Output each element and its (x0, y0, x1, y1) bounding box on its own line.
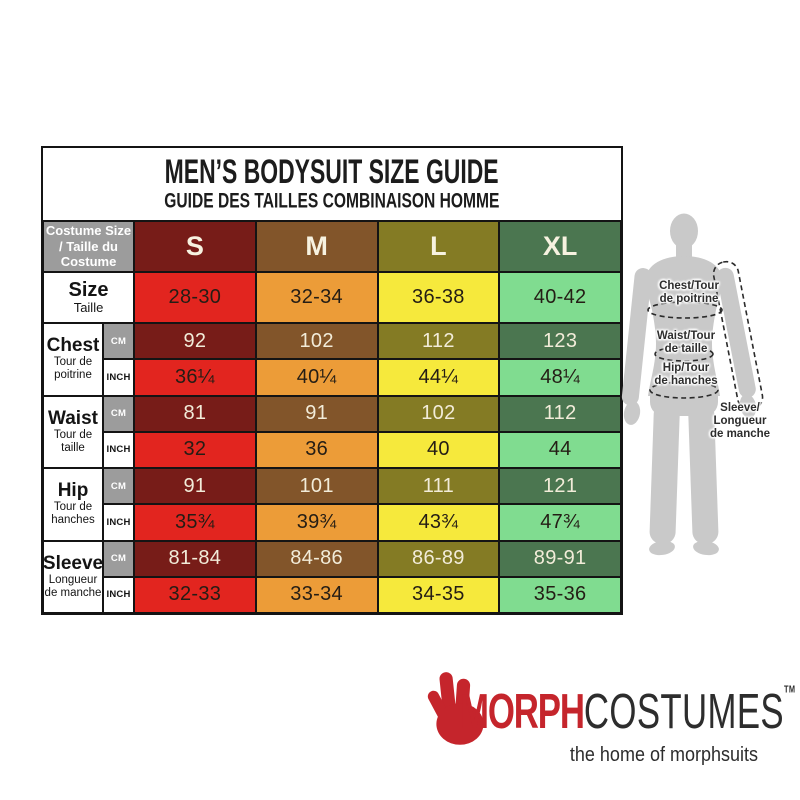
row-label-waist-fr: Tour de taille (53, 428, 93, 454)
sleeve-unit-cm: CM (103, 540, 134, 577)
waist-cm-s: 81 (134, 395, 256, 432)
brand-morph-text: MORPH (460, 683, 585, 739)
column-header-l: L (377, 221, 500, 272)
figure-hip-label: Hip/Tour de hanches (654, 362, 718, 388)
row-label-hip-fr: Tour de hanches (51, 501, 95, 527)
hip-measure-ellipse (649, 381, 719, 399)
chest-inch-xl: 48¼ (499, 359, 621, 396)
row-label-chest-en: Chest (46, 335, 100, 357)
size-value-xl: 40-42 (499, 272, 621, 323)
hip-inch-xl: 47¾ (499, 504, 621, 541)
row-label-hip-en: Hip (57, 480, 89, 502)
hip-cm-s: 91 (134, 468, 256, 505)
column-header-s: S (134, 221, 256, 272)
figure-chest-label: Chest/Tour de poitrine (659, 280, 719, 306)
sleeve-inch-s: 32-33 (134, 576, 256, 613)
row-label-hip: Hip Tour de hanches (43, 468, 103, 541)
hip-inch-l: 43¾ (377, 504, 500, 541)
chest-inch-l: 44¼ (377, 359, 500, 396)
row-label-sleeve-en: Sleeve (43, 552, 103, 574)
sleeve-cm-s: 81-84 (134, 540, 256, 577)
sleeve-cm-l: 86-89 (377, 540, 500, 577)
size-grid: Costume Size / Taille du Costume S M L X… (43, 221, 621, 613)
row-label-chest-fr: Tour de poitrine (53, 356, 93, 382)
sleeve-measure-outline (712, 260, 764, 411)
hip-inch-s: 35¾ (134, 504, 256, 541)
waist-unit-cm: CM (103, 395, 134, 432)
waist-measure-ellipse (654, 346, 714, 362)
waist-inch-l: 40 (377, 431, 500, 468)
figure-waist-label: Waist/Tour de taille (656, 330, 716, 356)
table-title-box: MEN’S BODYSUIT SIZE GUIDE GUIDE DES TAIL… (43, 148, 621, 221)
sleeve-inch-xl: 35-36 (499, 576, 621, 613)
figure-sleeve-label: Sleeve/ Longueur de manche (709, 402, 771, 441)
row-label-chest: Chest Tour de poitrine (43, 323, 103, 396)
morph-hand-icon (427, 672, 484, 745)
chest-cm-m: 102 (255, 323, 378, 360)
sleeve-cm-m: 84-86 (255, 540, 378, 577)
column-header-xl: XL (499, 221, 621, 272)
waist-cm-xl: 112 (499, 395, 621, 432)
sleeve-inch-l: 34-35 (377, 576, 500, 613)
hip-cm-m: 101 (255, 468, 378, 505)
row-label-waist: Waist Tour de taille (43, 395, 103, 468)
chest-cm-xl: 123 (499, 323, 621, 360)
chest-inch-s: 36¼ (134, 359, 256, 396)
row-label-size-en: Size (68, 278, 109, 301)
chest-unit-cm: CM (103, 323, 134, 360)
chest-unit-inch: INCH (103, 359, 134, 396)
body-silhouette-icon (621, 213, 764, 556)
sleeve-inch-m: 33-34 (255, 576, 378, 613)
sleeve-cm-xl: 89-91 (499, 540, 621, 577)
hip-unit-cm: CM (103, 468, 134, 505)
chest-measure-ellipse (647, 301, 723, 319)
waist-cm-l: 102 (377, 395, 500, 432)
waist-inch-s: 32 (134, 431, 256, 468)
chest-cm-s: 92 (134, 323, 256, 360)
morphcostumes-logo: MORPHCOSTUMESTM the home of morphsuits (416, 664, 795, 776)
row-label-sleeve: Sleeve Longueur de manche (43, 540, 103, 613)
table-subtitle: GUIDE DES TAILLES COMBINAISON HOMME (164, 189, 500, 213)
trademark-symbol: TM (783, 684, 796, 696)
corner-costume-size-cell: Costume Size / Taille du Costume (43, 221, 134, 272)
size-value-s: 28-30 (134, 272, 256, 323)
chest-inch-m: 40¼ (255, 359, 378, 396)
brand-tagline: the home of morphsuits (569, 744, 758, 766)
size-guide-table: MEN’S BODYSUIT SIZE GUIDE GUIDE DES TAIL… (41, 146, 623, 615)
waist-unit-inch: INCH (103, 431, 134, 468)
column-header-m: M (255, 221, 378, 272)
size-value-m: 32-34 (255, 272, 378, 323)
size-value-l: 36-38 (377, 272, 500, 323)
row-label-sleeve-fr: Longueur de manche (44, 573, 102, 599)
brand-wordmark: MORPHCOSTUMESTM (460, 682, 795, 739)
table-title: MEN’S BODYSUIT SIZE GUIDE (165, 152, 499, 191)
waist-inch-xl: 44 (499, 431, 621, 468)
row-label-waist-en: Waist (48, 407, 98, 429)
waist-inch-m: 36 (255, 431, 378, 468)
hip-inch-m: 39¾ (255, 504, 378, 541)
hip-cm-l: 111 (377, 468, 500, 505)
hip-cm-xl: 121 (499, 468, 621, 505)
brand-costumes-text: COSTUMES (583, 683, 784, 739)
chest-cm-l: 112 (377, 323, 500, 360)
sleeve-unit-inch: INCH (103, 576, 134, 613)
row-label-size: Size Taille (43, 272, 134, 323)
waist-cm-m: 91 (255, 395, 378, 432)
body-silhouette-figure (612, 206, 792, 566)
hip-unit-inch: INCH (103, 504, 134, 541)
row-label-size-fr: Taille (73, 299, 104, 315)
